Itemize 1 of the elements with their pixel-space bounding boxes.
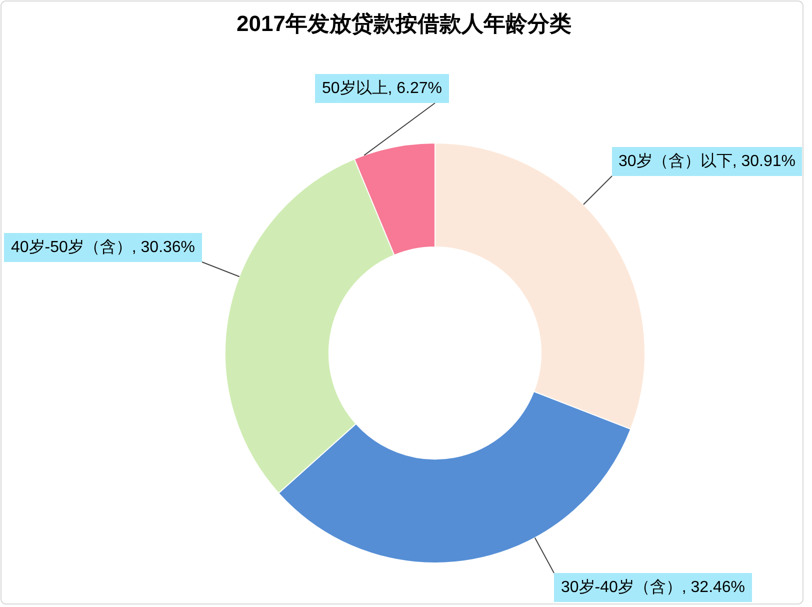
title: 2017年发放贷款按借款人年龄分类 <box>236 11 572 36</box>
